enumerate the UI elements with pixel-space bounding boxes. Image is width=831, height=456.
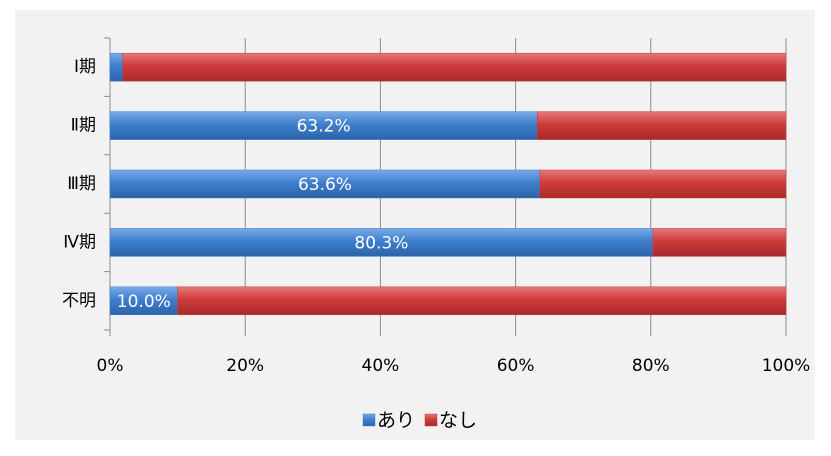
bar-segment — [109, 111, 538, 140]
bar-segment — [109, 228, 654, 257]
bar-segment — [109, 169, 541, 199]
x-tick-label: 60% — [497, 356, 535, 376]
legend-label: なし — [439, 410, 477, 432]
bar-segment — [177, 286, 787, 316]
y-tick-label: 不明 — [62, 291, 96, 311]
y-tick-label: Ⅲ期 — [67, 174, 96, 194]
data-label: 10.0% — [117, 292, 171, 312]
x-tick-label: 0% — [97, 356, 124, 376]
bar-segment — [652, 228, 787, 257]
legend-label: あり — [377, 410, 415, 432]
bar-segment — [109, 52, 124, 82]
chart-area — [15, 10, 815, 440]
y-tick-label: Ⅳ期 — [63, 232, 96, 252]
legend-swatch — [362, 413, 376, 427]
x-tick-label: 100% — [762, 356, 811, 376]
bar-segment — [539, 169, 787, 199]
y-tick-label: Ⅰ期 — [74, 57, 96, 77]
legend-swatch — [424, 413, 438, 427]
y-tick-label: Ⅱ期 — [71, 116, 96, 136]
x-tick-label: 80% — [632, 356, 670, 376]
x-tick-label: 20% — [226, 356, 264, 376]
bar-segment — [109, 286, 178, 316]
data-label: 63.6% — [298, 175, 352, 195]
data-label: 63.2% — [297, 117, 351, 137]
x-tick-label: 40% — [362, 356, 400, 376]
bar-segment — [122, 52, 787, 82]
bar-segment — [536, 111, 787, 140]
data-label: 80.3% — [354, 233, 408, 253]
